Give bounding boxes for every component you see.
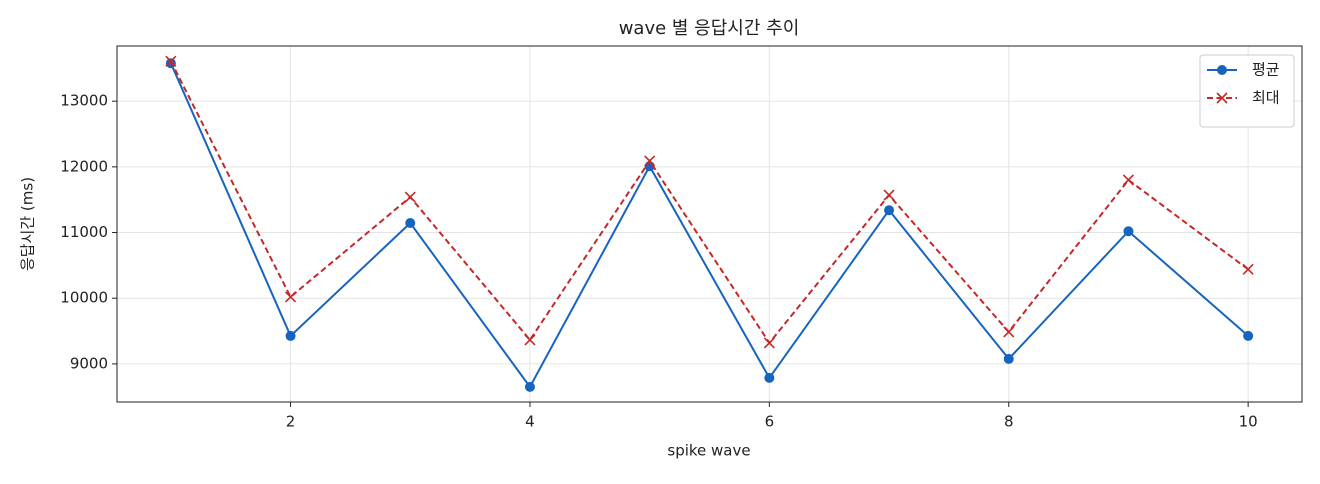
point: [1123, 226, 1134, 237]
x-tick-label: 6: [765, 413, 775, 431]
point: [524, 334, 536, 346]
point: [883, 189, 895, 201]
point: [764, 372, 775, 383]
x-tick-label: 8: [1004, 413, 1014, 431]
legend-marker: [1216, 92, 1228, 104]
plot-frame: [116, 45, 1303, 403]
y-tick-label: 12000: [60, 157, 108, 175]
point: [1243, 330, 1254, 341]
point: [285, 330, 296, 341]
y-tick-label: 11000: [60, 223, 108, 241]
point: [284, 291, 297, 303]
point: [165, 55, 177, 67]
chart-title: wave 별 응답시간 추이: [619, 18, 800, 39]
y-axis-label: 응답시간 (ms): [19, 177, 37, 271]
point: [1122, 174, 1135, 186]
x-tick-label: 10: [1239, 413, 1258, 431]
series-line: [169, 60, 1249, 345]
y-tick-label: 10000: [60, 289, 108, 307]
legend-box: [1199, 54, 1295, 128]
y-tick-label: 9000: [70, 354, 108, 372]
point: [644, 155, 656, 167]
series-line: [169, 62, 1249, 389]
point: [1242, 263, 1254, 275]
x-tick-label: 4: [525, 413, 535, 431]
point: [405, 218, 416, 229]
point: [884, 205, 895, 216]
point: [1003, 353, 1014, 364]
y-tick-label: 13000: [60, 92, 108, 110]
point: [763, 337, 775, 349]
x-tick-label: 2: [286, 413, 296, 431]
x-axis-label: spike wave: [667, 442, 750, 460]
legend-label: 평균: [1252, 61, 1280, 79]
legend-label: 최대: [1252, 89, 1280, 107]
legend-marker: [1217, 65, 1227, 75]
point: [1003, 326, 1015, 338]
point: [524, 381, 535, 392]
point: [404, 191, 416, 203]
